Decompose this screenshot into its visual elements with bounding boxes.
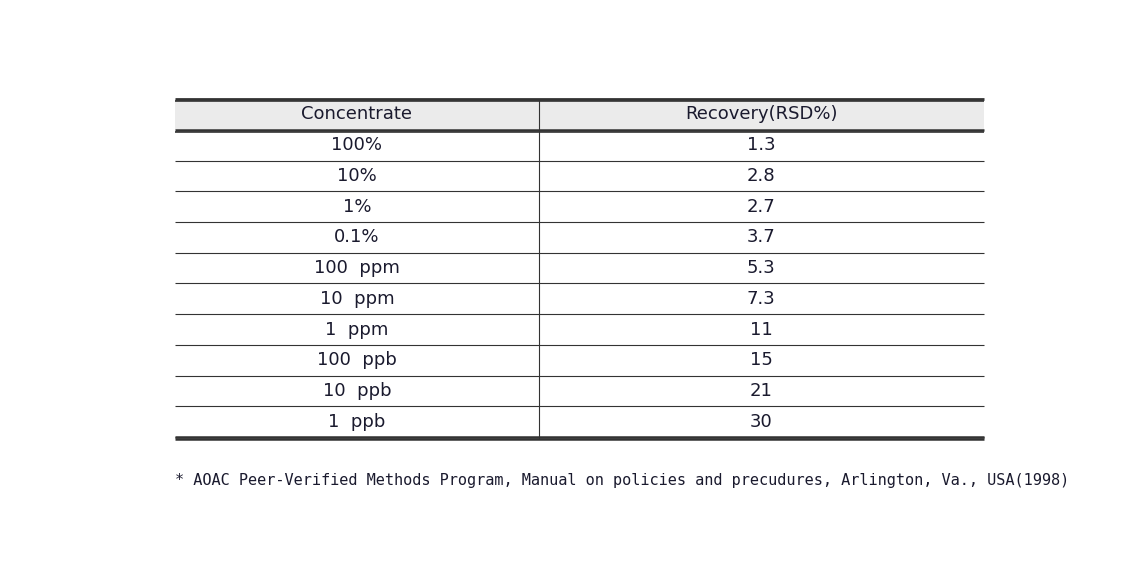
Text: 3.7: 3.7: [747, 229, 775, 246]
Bar: [539, 406, 984, 437]
Bar: [539, 161, 984, 192]
Text: 10  ppb: 10 ppb: [323, 382, 392, 400]
Bar: [175, 222, 539, 253]
Bar: [539, 314, 984, 345]
Bar: [175, 192, 539, 222]
Bar: [539, 192, 984, 222]
Text: 1.3: 1.3: [747, 136, 775, 154]
Bar: [175, 161, 539, 192]
Text: 1%: 1%: [342, 198, 371, 215]
Bar: [539, 253, 984, 283]
Text: 10%: 10%: [337, 167, 377, 185]
Bar: [175, 283, 539, 314]
Bar: [539, 376, 984, 406]
Text: 7.3: 7.3: [747, 290, 775, 308]
Text: 30: 30: [749, 413, 773, 431]
Text: 15: 15: [749, 351, 773, 369]
Bar: [539, 222, 984, 253]
Bar: [175, 376, 539, 406]
Text: 1  ppm: 1 ppm: [325, 320, 388, 339]
Bar: [175, 406, 539, 437]
Text: 100%: 100%: [331, 136, 383, 154]
Bar: [539, 130, 984, 161]
Bar: [539, 99, 984, 130]
Text: 100  ppb: 100 ppb: [318, 351, 397, 369]
Text: 5.3: 5.3: [747, 259, 775, 277]
Text: * AOAC Peer-Verified Methods Program, Manual on policies and precudures, Arlingt: * AOAC Peer-Verified Methods Program, Ma…: [175, 474, 1069, 488]
Text: 1  ppb: 1 ppb: [329, 413, 386, 431]
Text: 100  ppm: 100 ppm: [314, 259, 399, 277]
Bar: [175, 130, 539, 161]
Bar: [175, 345, 539, 376]
Bar: [539, 283, 984, 314]
Bar: [175, 99, 539, 130]
Bar: [175, 253, 539, 283]
Text: 2.7: 2.7: [747, 198, 775, 215]
Text: 2.8: 2.8: [747, 167, 775, 185]
Text: 21: 21: [749, 382, 773, 400]
Text: Concentrate: Concentrate: [302, 105, 413, 124]
Text: 0.1%: 0.1%: [334, 229, 379, 246]
Bar: [539, 345, 984, 376]
Text: 11: 11: [749, 320, 773, 339]
Text: 10  ppm: 10 ppm: [320, 290, 394, 308]
Bar: [175, 314, 539, 345]
Text: Recovery(RSD%): Recovery(RSD%): [686, 105, 838, 124]
